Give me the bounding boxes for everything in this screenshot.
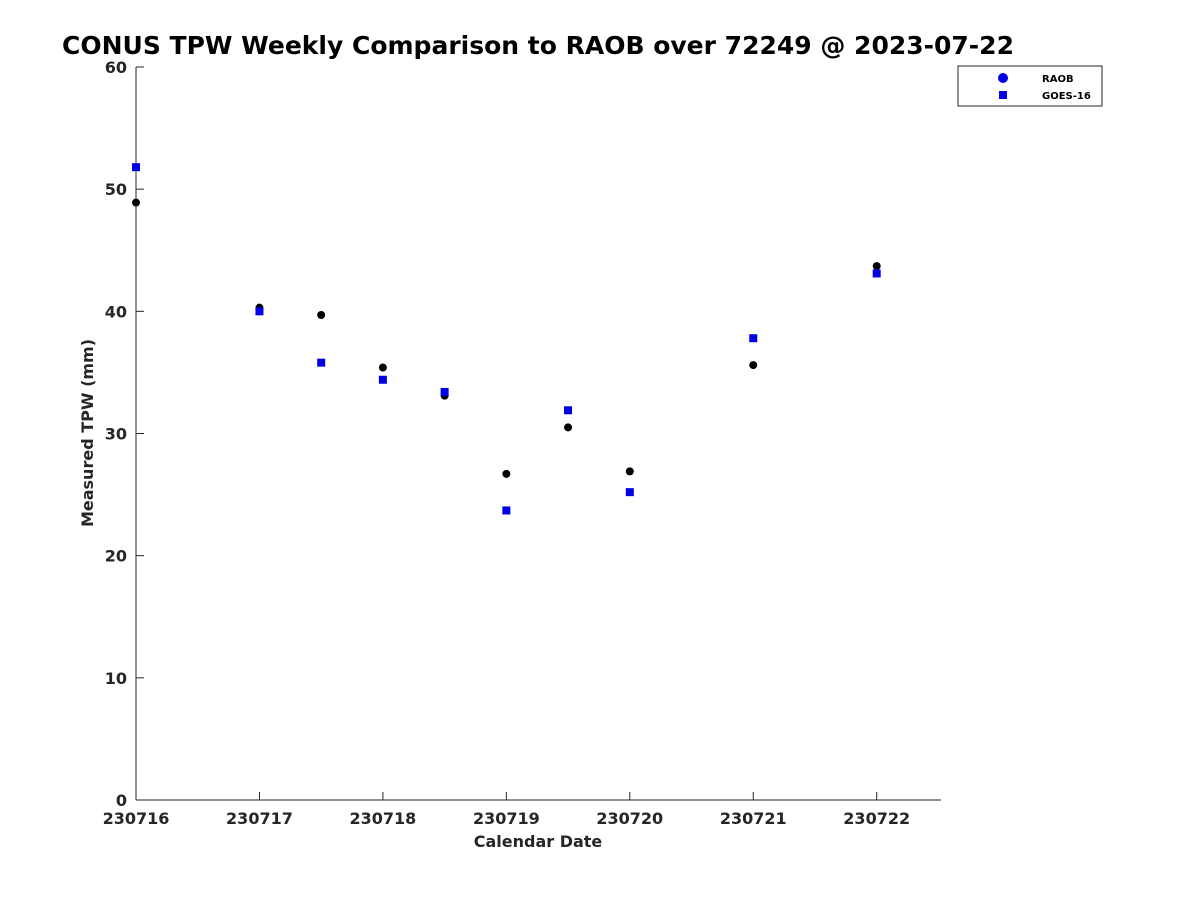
x-tick-label: 230719: [473, 809, 540, 828]
goes-16-point: [502, 506, 511, 515]
y-tick-label: 20: [105, 547, 127, 566]
legend-raob-marker: [998, 73, 1008, 83]
raob-point: [502, 469, 511, 478]
goes-16-point: [378, 375, 387, 384]
x-tick-label: 230718: [350, 809, 417, 828]
chart-title: CONUS TPW Weekly Comparison to RAOB over…: [62, 31, 1014, 60]
goes-16-point: [132, 163, 140, 172]
x-axis-ticks: 230716 230717 230718 230719 230720 230721 2307…: [103, 792, 910, 828]
legend-goes-16-marker: [999, 91, 1007, 99]
legend: RAOB GOES-16: [957, 65, 1103, 107]
goes-16-point: [749, 334, 758, 343]
raob-point: [625, 467, 634, 476]
x-tick-label: 230720: [596, 809, 663, 828]
raob-point: [564, 423, 573, 432]
y-tick-label: 50: [105, 180, 127, 199]
legend-raob-label: RAOB: [1042, 74, 1074, 85]
y-tick-label: 10: [105, 669, 127, 688]
raob-point: [378, 363, 387, 372]
x-tick-label: 230721: [720, 809, 787, 828]
legend-box: [957, 65, 1103, 107]
goes-16-point: [564, 406, 573, 415]
raob-point: [317, 310, 326, 319]
goes-16-point: [872, 269, 881, 278]
raob-point: [132, 198, 140, 207]
goes-16-point: [625, 488, 634, 497]
x-tick-label: 230717: [226, 809, 293, 828]
x-axis-label: Calendar Date: [474, 832, 603, 851]
x-tick-label: 230716: [103, 809, 170, 828]
goes-16-point: [317, 358, 326, 367]
legend-goes-16-label: GOES-16: [1042, 91, 1091, 102]
y-tick-label: 0: [116, 791, 127, 810]
x-tick-label: 230722: [843, 809, 910, 828]
goes-16-point: [440, 387, 449, 396]
raob-point: [749, 361, 758, 370]
y-tick-label: 30: [105, 425, 127, 444]
y-tick-label: 60: [105, 58, 127, 77]
y-tick-label: 40: [105, 302, 127, 321]
goes-16-point: [255, 307, 264, 316]
raob-point: [872, 262, 881, 271]
y-axis-label: Measured TPW (mm): [78, 339, 97, 527]
axes: [135, 67, 941, 801]
y-axis-ticks: 0 10 20 30 40 50 60: [105, 58, 144, 810]
data-points: [132, 163, 881, 515]
